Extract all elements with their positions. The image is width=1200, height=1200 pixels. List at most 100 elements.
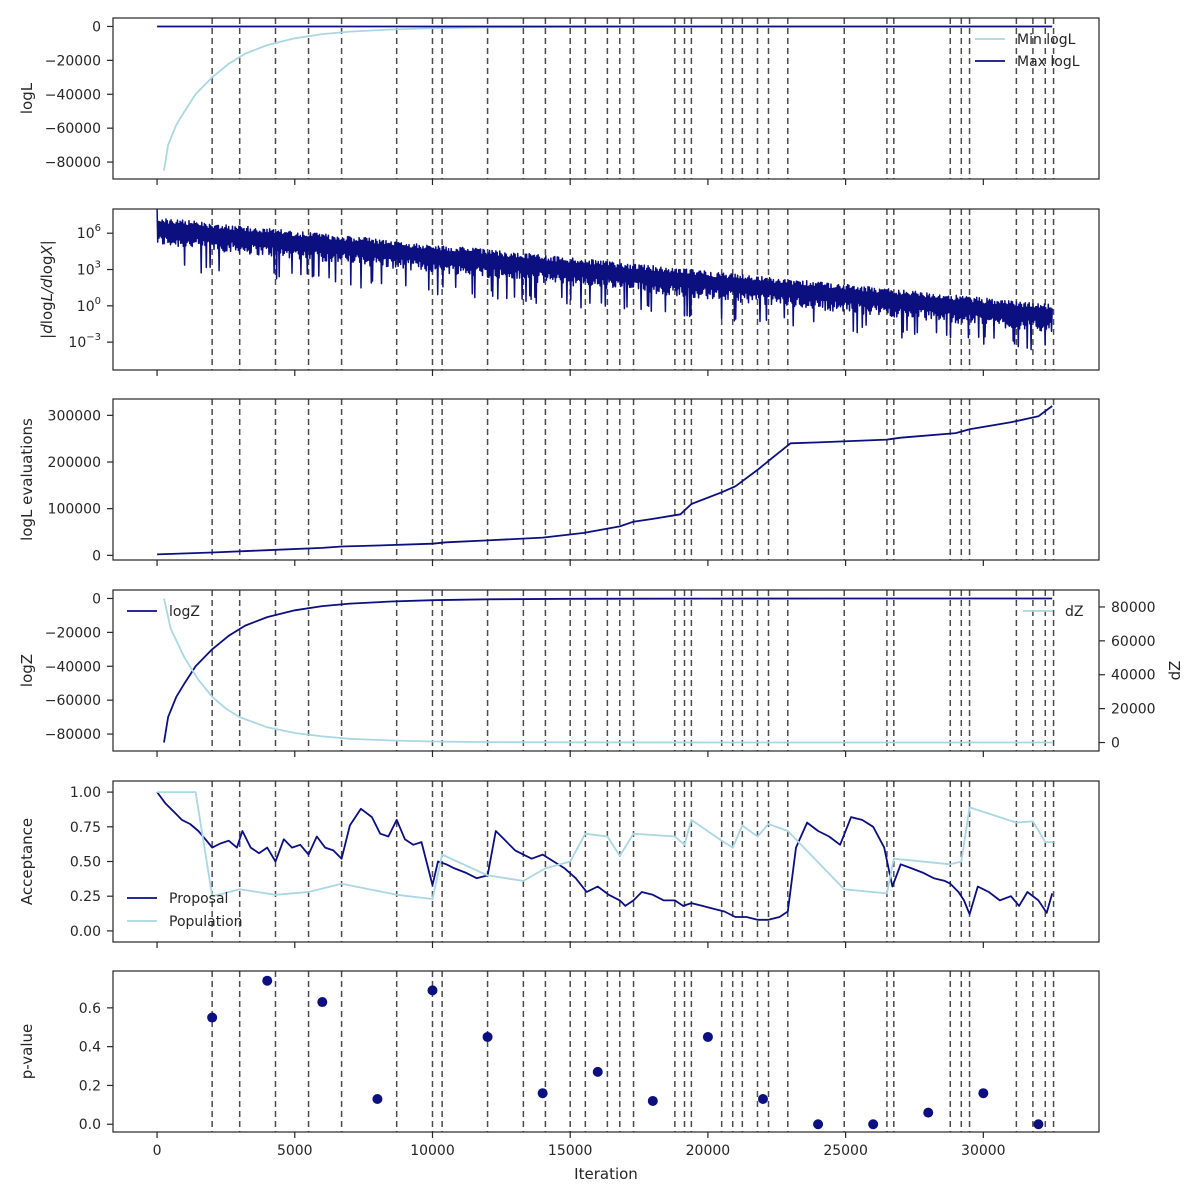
scatter-point	[978, 1088, 989, 1099]
scatter-point	[592, 1066, 603, 1077]
legend-label: Max logL	[1017, 54, 1080, 70]
y-tick-label-right: 20000	[1111, 702, 1156, 718]
y-tick-label: −80000	[45, 155, 101, 171]
scatter-point	[757, 1094, 768, 1105]
y-tick-label: 100000	[48, 502, 101, 518]
y-tick-label: −60000	[45, 121, 101, 137]
y-tick-label: 0.2	[79, 1078, 101, 1094]
x-tick-label: 5000	[277, 1143, 313, 1159]
series-line	[163, 597, 1053, 743]
x-tick-label: 30000	[961, 1143, 1006, 1159]
plot-area	[156, 781, 1055, 942]
y-tick-label: −60000	[45, 693, 101, 709]
plot-area	[163, 590, 1055, 751]
axes-frame	[112, 17, 1100, 180]
series-line	[157, 791, 1054, 900]
panel-6: 0.0 0.2 0.4 0.6 p-value 0 5000 10000 15000 20000 2…	[18, 970, 1100, 1159]
y-axis-label: p-value	[18, 1024, 36, 1080]
scatter-point	[317, 997, 328, 1008]
panel-4: 0 −20000 −40000 −60000 −80000 0 20000 40000 6000…	[18, 589, 1184, 757]
panel-3: 0 100000 200000 300000 logL evaluations	[18, 398, 1100, 566]
panel-5: 0.00 0.25 0.50 0.75 1.00 Acceptance Proposal Po…	[18, 780, 1100, 948]
series-line	[156, 791, 1054, 921]
y-tick-label: 0.00	[70, 924, 101, 940]
x-tick-label: 20000	[686, 1143, 731, 1159]
plot-area	[157, 18, 1055, 179]
x-tick-label: 25000	[823, 1143, 868, 1159]
x-axis-label: Iteration	[574, 1165, 638, 1183]
axes-frame	[112, 970, 1100, 1133]
legend-label: logZ	[169, 604, 200, 620]
y-axis-label: logZ	[18, 654, 36, 687]
x-tick-label: 10000	[410, 1143, 455, 1159]
scatter-point	[262, 975, 273, 986]
y-axis-label: |dlogL/dlogX|	[38, 240, 56, 339]
axes-frame	[112, 589, 1100, 752]
scatter-point	[427, 985, 438, 996]
series-line	[163, 598, 1053, 744]
legend-label: Proposal	[169, 891, 228, 907]
series-line	[157, 405, 1053, 556]
x-tick-label: 0	[153, 1143, 162, 1159]
y-axis-label: logL	[18, 82, 36, 114]
y-tick-label: 10−3	[68, 332, 101, 351]
y-tick-label: −40000	[45, 87, 101, 103]
legend-label: Population	[169, 914, 243, 930]
legend-label: dZ	[1065, 604, 1083, 620]
plot-area	[157, 399, 1055, 560]
y-tick-label: 0.25	[70, 889, 101, 905]
scatter-point	[207, 1012, 218, 1023]
y-tick-label: 0.50	[70, 855, 101, 871]
y-tick-label: 0.75	[70, 820, 101, 836]
y-tick-label-right: 80000	[1111, 600, 1156, 616]
y-tick-label: −20000	[45, 625, 101, 641]
y-tick-label: 0.4	[79, 1040, 101, 1056]
legend-entry: dZ	[1023, 604, 1083, 620]
y-tick-label: −40000	[45, 659, 101, 675]
y-axis-label-right: dZ	[1166, 661, 1184, 681]
scatter-point	[813, 1119, 824, 1130]
plot-area	[156, 209, 1055, 370]
scatter-point	[482, 1031, 493, 1042]
legend-label: Min logL	[1017, 32, 1076, 48]
scatter-point	[923, 1107, 934, 1118]
y-tick-label: 106	[77, 223, 101, 242]
panel-1: 0 −20000 −40000 −60000 −80000 logL Min logL Max…	[18, 17, 1100, 185]
axes-frame	[112, 398, 1100, 561]
scatter-point	[372, 1094, 383, 1105]
y-tick-label: −80000	[45, 727, 101, 743]
y-tick-label: 0.0	[79, 1117, 101, 1133]
legend-entry: Proposal	[127, 891, 228, 907]
series-line	[156, 209, 1053, 351]
y-tick-label: 0.6	[79, 1001, 101, 1017]
panel-2: 106 103 100 10−3 |dlogL/dlogX|	[38, 208, 1100, 376]
y-tick-label: −20000	[45, 53, 101, 69]
y-tick-label: 0	[92, 548, 101, 564]
y-tick-label: 300000	[48, 408, 101, 424]
y-tick-label-right: 60000	[1111, 634, 1156, 650]
y-tick-label-right: 40000	[1111, 668, 1156, 684]
y-tick-label: 200000	[48, 455, 101, 471]
scatter-point	[537, 1088, 548, 1099]
legend-entry: Min logL	[975, 32, 1076, 48]
scatter-point	[868, 1119, 879, 1130]
y-axis-label: logL evaluations	[18, 418, 36, 541]
scatter-point	[647, 1095, 658, 1106]
y-tick-label-right: 0	[1111, 736, 1120, 752]
legend-entry: Max logL	[975, 54, 1080, 70]
y-tick-label: 0	[92, 591, 101, 607]
y-tick-label: 100	[77, 296, 101, 315]
panels: 0 −20000 −40000 −60000 −80000 logL Min logL Max…	[18, 17, 1184, 1159]
y-tick-label: 103	[77, 260, 101, 279]
y-tick-label: 1.00	[70, 785, 101, 801]
y-tick-label: 0	[92, 19, 101, 35]
axes-frame	[112, 208, 1100, 371]
legend-entry: logZ	[127, 604, 200, 620]
plot-area	[207, 971, 1055, 1132]
scatter-point	[1033, 1119, 1044, 1130]
scatter-point	[702, 1031, 713, 1042]
y-axis-label: Acceptance	[18, 818, 36, 905]
legend-entry: Population	[127, 914, 243, 930]
